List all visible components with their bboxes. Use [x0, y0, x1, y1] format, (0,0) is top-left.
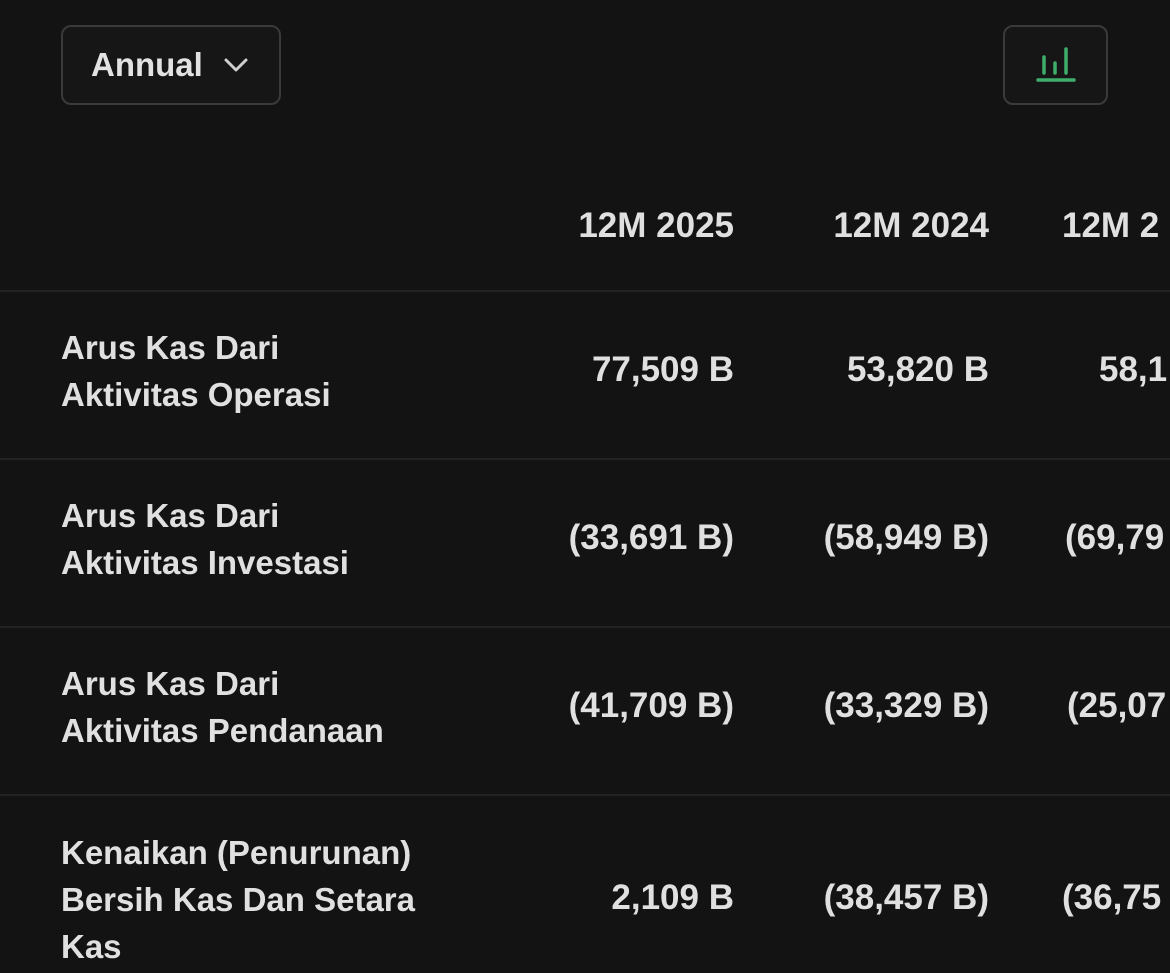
table-cell: (36,75: [1062, 878, 1162, 917]
row-label-line: Kenaikan (Penurunan): [61, 834, 412, 871]
table-cell: (33,691 B): [568, 518, 734, 557]
table-cell: 58,1: [1099, 350, 1168, 389]
row-label: Kenaikan (Penurunan) Bersih Kas Dan Seta…: [61, 829, 481, 970]
row-label: Arus Kas Dari Aktivitas Investasi: [61, 492, 481, 586]
period-dropdown-label: Annual: [91, 46, 203, 83]
table-cell: 77,509 B: [591, 350, 734, 389]
table-cell: (38,457 B): [823, 878, 989, 917]
table-cell: (69,79: [1065, 518, 1165, 557]
row-label-line: Aktivitas Investasi: [61, 544, 349, 581]
table-cell: (33,329 B): [823, 686, 989, 725]
period-dropdown[interactable]: Annual: [61, 25, 281, 105]
table-row: Arus Kas Dari Aktivitas Operasi 77,509 B…: [0, 292, 1170, 460]
row-label-line: Arus Kas Dari: [61, 329, 280, 366]
row-label: Arus Kas Dari Aktivitas Operasi: [61, 324, 481, 418]
column-header: 12M 2: [1062, 206, 1160, 245]
table-row: Arus Kas Dari Aktivitas Pendanaan (41,70…: [0, 628, 1170, 796]
column-header: 12M 2024: [833, 206, 989, 245]
table-cell: 53,820 B: [846, 350, 989, 389]
table-cell: (41,709 B): [568, 686, 734, 725]
row-label-line: Arus Kas Dari: [61, 497, 280, 534]
row-label: Arus Kas Dari Aktivitas Pendanaan: [61, 660, 481, 754]
table-row: Arus Kas Dari Aktivitas Investasi (33,69…: [0, 460, 1170, 628]
table-cell: (25,07: [1067, 686, 1167, 725]
table-cell: 2,109 B: [611, 878, 734, 917]
column-header: 12M 2025: [578, 206, 734, 245]
chart-view-button[interactable]: [1003, 25, 1108, 105]
row-label-line: Arus Kas Dari: [61, 665, 280, 702]
row-label-line: Bersih Kas Dan Setara: [61, 881, 415, 918]
table-cell: (58,949 B): [823, 518, 989, 557]
bar-chart-icon: [1034, 43, 1078, 88]
chevron-down-icon: [223, 57, 249, 73]
table-row: Kenaikan (Penurunan) Bersih Kas Dan Seta…: [0, 796, 1170, 973]
row-label-line: Kas: [61, 928, 122, 965]
table-header: 12M 2025 12M 2024 12M 2: [0, 160, 1170, 292]
row-label-line: Aktivitas Pendanaan: [61, 712, 384, 749]
row-label-line: Aktivitas Operasi: [61, 376, 331, 413]
